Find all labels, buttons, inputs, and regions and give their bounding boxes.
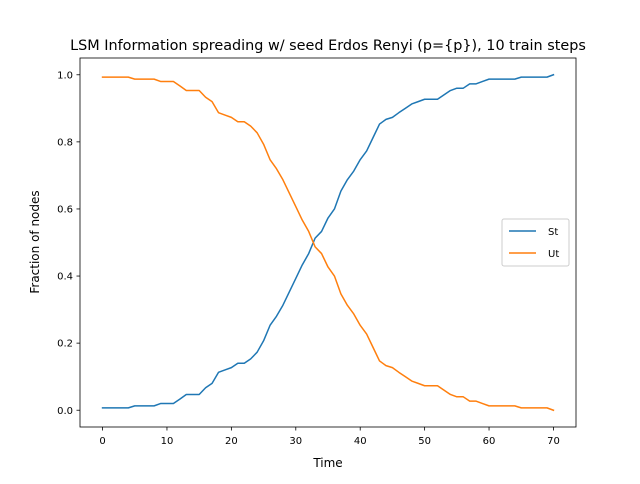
y-axis-label: Fraction of nodes bbox=[28, 190, 42, 293]
plot-frame bbox=[79, 57, 577, 428]
legend: St Ut bbox=[501, 218, 570, 267]
chart-title: LSM Information spreading w/ seed Erdos … bbox=[70, 38, 586, 54]
x-tick-label: 20 bbox=[225, 436, 238, 447]
y-tick-label: 0.6 bbox=[57, 205, 73, 216]
x-tick-label: 70 bbox=[547, 436, 560, 447]
x-axis-label: Time bbox=[312, 456, 342, 470]
x-tick-label: 30 bbox=[289, 436, 302, 447]
x-tick-label: 60 bbox=[483, 436, 496, 447]
y-tick-label: 0.4 bbox=[57, 272, 73, 283]
series-line-ut bbox=[101, 76, 555, 412]
y-tick-label: 0.0 bbox=[57, 406, 73, 417]
x-tick-label: 50 bbox=[418, 436, 431, 447]
series-line-st bbox=[101, 73, 555, 409]
x-tick-label: 0 bbox=[99, 436, 105, 447]
axes-layer: 0 10 20 30 40 50 60 70 0.0 0.2 0.4 0.6 0.8 1.0 bbox=[57, 57, 577, 447]
y-tick-label: 0.8 bbox=[57, 137, 73, 148]
y-tick-label: 0.2 bbox=[57, 339, 73, 350]
legend-label-ut: Ut bbox=[548, 249, 559, 260]
x-tick-label: 10 bbox=[161, 436, 174, 447]
series-layer bbox=[101, 73, 555, 412]
x-tick-label: 40 bbox=[354, 436, 367, 447]
y-tick-label: 1.0 bbox=[57, 70, 73, 81]
legend-label-st: St bbox=[548, 227, 558, 238]
